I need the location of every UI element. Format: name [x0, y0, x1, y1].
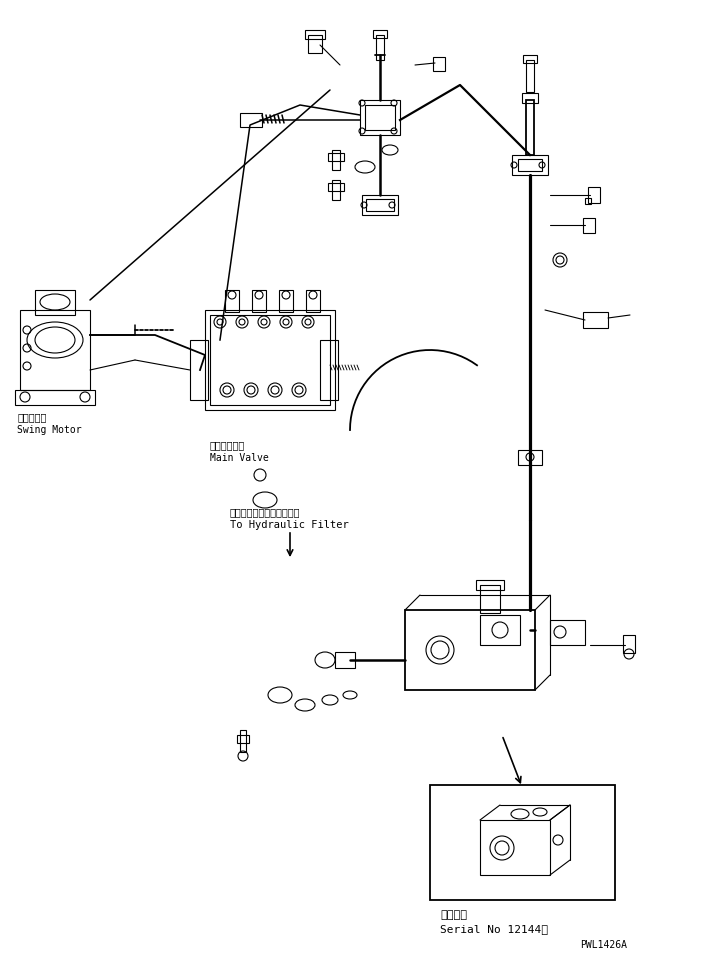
Bar [583, 312, 608, 328]
Bar [332, 150, 340, 170]
Bar [518, 450, 542, 465]
Bar [588, 187, 600, 203]
Bar [523, 55, 537, 63]
Bar [550, 620, 585, 645]
Bar [360, 100, 400, 135]
Bar [240, 730, 246, 752]
Bar [306, 290, 320, 312]
Bar [328, 153, 344, 161]
Bar [279, 290, 293, 312]
Bar [366, 199, 394, 211]
Bar [305, 30, 325, 39]
Bar [526, 60, 534, 92]
Bar [15, 390, 95, 405]
Bar [430, 785, 615, 900]
Bar [373, 30, 387, 38]
Text: Swing Motor: Swing Motor [17, 425, 82, 435]
Text: 適用号機: 適用号機 [440, 910, 467, 920]
Bar [476, 580, 504, 590]
Bar [522, 93, 538, 103]
Bar [405, 610, 535, 690]
Bar [526, 100, 534, 155]
Bar [237, 735, 249, 743]
Text: メインバルブ: メインバルブ [210, 440, 245, 450]
Text: 押回モータ: 押回モータ [17, 412, 46, 422]
Bar [328, 183, 344, 191]
Bar [585, 198, 591, 204]
Bar [320, 340, 338, 400]
Bar [35, 290, 75, 315]
Bar [376, 35, 384, 60]
Bar [20, 310, 90, 390]
Bar [583, 218, 595, 233]
Text: Serial No 12144～: Serial No 12144～ [440, 924, 548, 934]
Bar [190, 340, 208, 400]
Bar [210, 315, 330, 405]
Bar [362, 195, 398, 215]
Bar [240, 113, 262, 127]
Bar [365, 105, 395, 130]
Bar [518, 159, 542, 171]
Text: Main Valve: Main Valve [210, 453, 268, 463]
Bar [623, 635, 635, 653]
Bar [335, 652, 355, 668]
Bar [480, 615, 520, 645]
Text: To Hydraulic Filter: To Hydraulic Filter [230, 520, 349, 530]
Text: PWL1426A: PWL1426A [580, 940, 627, 950]
Text: ハイドロリックフィルタヘ: ハイドロリックフィルタヘ [230, 507, 300, 517]
Bar [252, 290, 266, 312]
Bar [480, 820, 550, 875]
Bar [308, 35, 322, 53]
Bar [332, 180, 340, 200]
Bar [512, 155, 548, 175]
Bar [225, 290, 239, 312]
Bar [433, 57, 445, 71]
Bar [480, 585, 500, 613]
Bar [205, 310, 335, 410]
